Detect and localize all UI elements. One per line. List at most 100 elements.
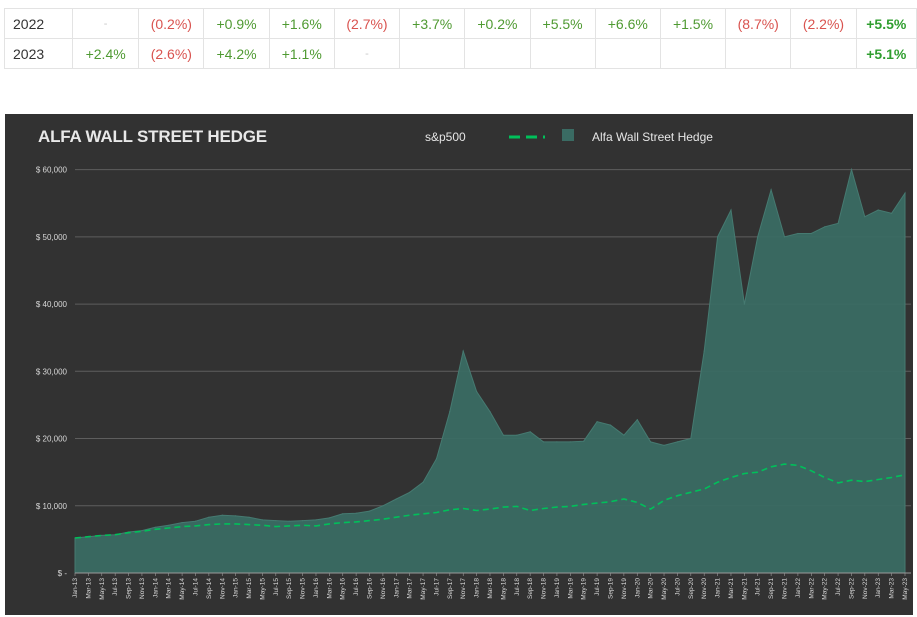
return-cell: (2.7%) [333, 8, 401, 39]
data-point-fund [154, 526, 156, 528]
x-tick-label: Jul-19 [594, 578, 601, 596]
return-cell: +3.7% [399, 8, 466, 39]
data-point-fund [904, 192, 906, 194]
x-tick-label: Jan-21 [715, 578, 722, 598]
return-cell: +1.6% [268, 8, 335, 39]
x-tick-label: Jan-17 [393, 578, 400, 598]
data-point-fund [502, 434, 504, 436]
legend-label-sp500: s&p500 [425, 130, 466, 144]
x-tick-label: Nov-13 [139, 578, 146, 599]
x-tick-label: May-23 [902, 578, 909, 600]
y-tick-label: $ 60,000 [36, 166, 68, 175]
data-point-fund [355, 512, 357, 514]
x-tick-label: May-19 [581, 578, 588, 600]
x-tick-label: Jul-18 [514, 578, 521, 596]
data-point-fund [690, 437, 692, 440]
x-tick-label: Jul-20 [674, 578, 681, 596]
x-tick-label: Jan-13 [72, 578, 79, 598]
data-point-fund [489, 411, 491, 413]
data-point-fund [449, 411, 451, 413]
x-tick-label: Sep-19 [607, 578, 614, 599]
data-point-fund [382, 505, 384, 507]
x-tick-label: Sep-20 [688, 578, 695, 599]
return-cell [790, 38, 857, 69]
return-cell: +5.5% [529, 8, 596, 39]
data-point-fund [261, 519, 263, 521]
data-point-fund [797, 232, 799, 235]
return-cell [659, 38, 727, 69]
x-tick-label: Nov-16 [380, 578, 387, 599]
return-cell: (2.2%) [790, 8, 857, 39]
x-tick-label: Sep-15 [286, 578, 293, 599]
x-tick-label: May-20 [661, 578, 668, 600]
data-point-fund [275, 520, 277, 522]
return-cell: - [72, 8, 140, 39]
x-tick-label: Mar-23 [889, 578, 896, 599]
data-point-fund [676, 441, 679, 443]
x-tick-label: Jan-20 [634, 578, 641, 598]
x-tick-label: Jul-17 [433, 578, 440, 596]
x-tick-label: Jan-14 [152, 578, 159, 598]
x-tick-label: Nov-20 [701, 578, 708, 599]
return-cell [529, 38, 596, 69]
x-tick-label: Mar-13 [85, 578, 92, 599]
data-point-fund [850, 169, 853, 171]
x-tick-label: Mar-22 [808, 578, 815, 599]
data-point-fund [636, 419, 638, 421]
data-point-fund [542, 441, 545, 443]
return-cell [594, 38, 661, 69]
data-point-fund [462, 350, 464, 352]
data-point-fund [395, 498, 397, 500]
data-point-fund [810, 232, 812, 235]
y-tick-label: $ - [58, 569, 68, 578]
data-point-fund [342, 513, 344, 515]
return-cell: +4.2% [203, 38, 270, 69]
return-cell: +1.1% [268, 38, 335, 69]
x-tick-label: Sep-13 [126, 578, 133, 599]
table-row: 2022- (0.2%) +0.9% +1.6% (2.7%) +3.7% +0.2% +5.… [3, 8, 917, 39]
x-tick-label: Jan-19 [554, 578, 561, 598]
return-cell [464, 38, 531, 69]
data-point-fund [703, 350, 705, 352]
x-tick-label: May-15 [259, 578, 266, 600]
data-point-fund [435, 458, 438, 460]
data-point-fund [650, 441, 652, 443]
data-point-fund [783, 236, 786, 238]
data-point-fund [770, 189, 772, 191]
return-cell [725, 38, 792, 69]
x-tick-label: Sep-21 [768, 578, 775, 599]
x-tick-label: Jul-13 [112, 578, 119, 596]
data-point-fund [891, 212, 893, 214]
return-cell: (2.6%) [138, 38, 205, 69]
x-tick-label: Mar-18 [487, 578, 494, 599]
series-area-alfa-wall-street-hedge [74, 167, 906, 574]
data-point-fund [101, 534, 103, 536]
x-tick-label: Nov-18 [541, 578, 548, 599]
return-cell: +1.5% [659, 8, 727, 39]
x-tick-label: Sep-22 [848, 578, 855, 599]
data-point-fund [529, 431, 531, 433]
data-point-fund [583, 440, 585, 442]
data-point-fund [168, 524, 170, 526]
data-point-fund [743, 303, 746, 305]
x-tick-label: May-16 [340, 578, 347, 600]
x-tick-label: Nov-17 [460, 578, 467, 599]
x-tick-label: Nov-22 [862, 578, 869, 599]
x-tick-label: Jul-14 [192, 578, 199, 596]
x-tick-label: Nov-15 [300, 578, 307, 599]
total-cell: +5.5% [855, 8, 917, 39]
return-cell: +6.6% [594, 8, 661, 39]
x-tick-label: Mar-17 [407, 578, 414, 599]
x-tick-label: Jul-21 [755, 578, 762, 596]
data-point-fund [609, 424, 612, 426]
x-tick-label: Sep-14 [206, 578, 213, 599]
data-point-fund [824, 226, 826, 228]
y-tick-label: $ 10,000 [36, 502, 68, 511]
legend-swatch-fund [562, 129, 574, 141]
data-point-fund [221, 514, 223, 516]
x-tick-label: May-13 [99, 578, 106, 600]
x-tick-label: Jan-23 [875, 578, 882, 598]
return-cell: +0.9% [203, 8, 270, 39]
data-point-fund [315, 519, 317, 521]
data-point-fund [181, 522, 183, 524]
